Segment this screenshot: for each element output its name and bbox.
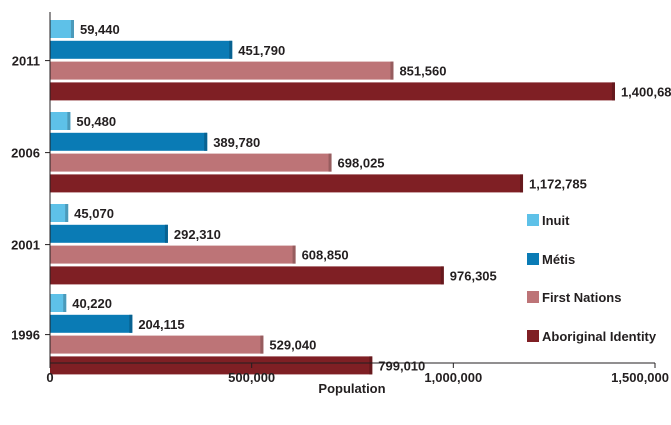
bar-end-shade xyxy=(390,61,394,80)
legend-label: Métis xyxy=(542,252,575,267)
x-tick-label: 0 xyxy=(46,370,53,385)
bar-end-shade xyxy=(520,174,524,193)
x-tick-label: 1,000,000 xyxy=(424,370,482,385)
y-tick-label: 2011 xyxy=(12,54,40,69)
bar-2006-inuit xyxy=(50,112,71,130)
bar-2006-m-tis xyxy=(50,132,208,151)
bar-end-shade xyxy=(65,204,69,222)
data-label: 608,850 xyxy=(302,248,349,263)
legend-label: Aboriginal Identity xyxy=(542,329,657,344)
bar-2011-inuit xyxy=(50,20,74,38)
bar-1996-inuit xyxy=(50,294,67,312)
data-label: 40,220 xyxy=(72,296,112,311)
x-tick-label: 1,500,000 xyxy=(611,370,669,385)
legend-label: Inuit xyxy=(542,213,570,228)
bar-end-shade xyxy=(260,335,264,354)
bar-2001-m-tis xyxy=(50,224,168,243)
data-label: 451,790 xyxy=(238,43,285,58)
bar-end-shade xyxy=(204,132,208,151)
x-axis-ticks: 0 500,000 1,000,000 1,500,000 xyxy=(46,363,669,385)
bar-end-shade xyxy=(229,40,233,59)
bar-end-shade xyxy=(611,82,615,101)
legend: Inuit Métis First Nations Aboriginal Identi… xyxy=(527,213,657,344)
legend-swatch xyxy=(527,214,539,226)
data-label: 1,172,785 xyxy=(529,176,587,191)
bar-2001-aboriginal-identity xyxy=(50,266,444,285)
bar-end-shade xyxy=(164,224,168,243)
bar-end-shade xyxy=(67,112,71,130)
bar-end-shade xyxy=(369,356,373,375)
bar-end-shade xyxy=(292,245,296,264)
x-axis-title: Population xyxy=(318,381,385,396)
y-axis-ticks: 2011 2006 2001 1996 xyxy=(11,54,50,343)
y-tick-label: 2001 xyxy=(11,238,40,253)
data-label: 851,560 xyxy=(399,64,446,79)
data-label: 389,780 xyxy=(213,135,260,150)
bar-end-shade xyxy=(63,294,67,312)
y-tick-label: 2006 xyxy=(11,146,40,161)
data-label: 1,400,685 xyxy=(621,84,671,99)
y-tick-label: 1996 xyxy=(11,328,40,343)
bar-end-shade xyxy=(129,314,133,333)
bar-end-shade xyxy=(440,266,444,285)
data-label: 59,440 xyxy=(80,22,120,37)
legend-swatch xyxy=(527,291,539,303)
bar-1996-m-tis xyxy=(50,314,133,333)
data-label: 204,115 xyxy=(138,317,184,332)
bar-2011-m-tis xyxy=(50,40,233,59)
data-label: 529,040 xyxy=(269,338,316,353)
legend-label: First Nations xyxy=(542,290,621,305)
data-label: 799,010 xyxy=(378,358,425,373)
bar-1996-first-nations xyxy=(50,335,264,354)
bar-2001-first-nations xyxy=(50,245,296,264)
x-tick-label: 500,000 xyxy=(228,370,275,385)
bar-end-shade xyxy=(70,20,74,38)
legend-swatch xyxy=(527,330,539,342)
data-label: 45,070 xyxy=(74,206,114,221)
data-label: 698,025 xyxy=(338,156,385,171)
data-label: 50,480 xyxy=(76,114,116,129)
value-labels-layer: 59,440 451,790 851,560 1,400,685 50,480 389,7… xyxy=(72,22,671,373)
bar-2006-first-nations xyxy=(50,153,332,172)
bar-2001-inuit xyxy=(50,204,69,222)
legend-swatch xyxy=(527,253,539,265)
bar-1996-aboriginal-identity xyxy=(50,356,373,375)
bar-2006-aboriginal-identity xyxy=(50,174,524,193)
data-label: 976,305 xyxy=(450,268,497,283)
bar-2011-first-nations xyxy=(50,61,394,80)
bar-2011-aboriginal-identity xyxy=(50,82,615,101)
bars-layer xyxy=(50,20,615,375)
bar-end-shade xyxy=(328,153,332,172)
data-label: 292,310 xyxy=(174,227,221,242)
